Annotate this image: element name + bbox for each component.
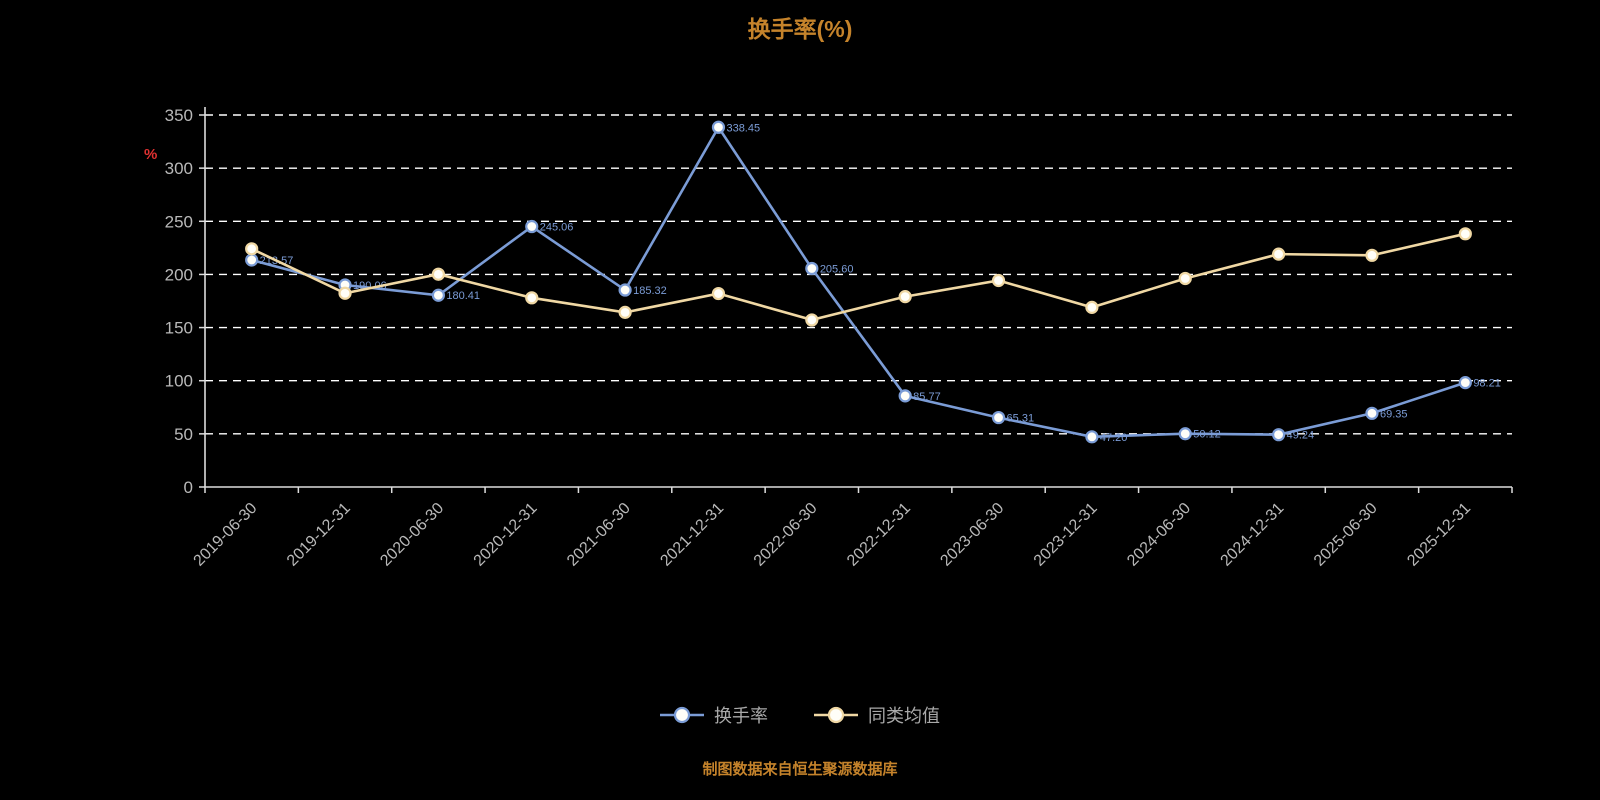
data-point bbox=[1085, 430, 1099, 444]
x-tick-label: 2022-12-31 bbox=[844, 500, 914, 570]
x-tick-label: 2024-06-30 bbox=[1124, 500, 1194, 570]
data-point bbox=[245, 253, 259, 267]
chart-title: 换手率(%) bbox=[747, 16, 853, 42]
series-line-0 bbox=[251, 124, 1466, 439]
point-label: 47.20 bbox=[1100, 432, 1128, 444]
data-point bbox=[1458, 376, 1472, 390]
x-tick-label: 2023-06-30 bbox=[937, 500, 1007, 570]
data-point bbox=[711, 286, 726, 301]
data-point bbox=[805, 261, 819, 276]
legend-label: 同类均值 bbox=[868, 706, 940, 726]
data-point bbox=[991, 410, 1006, 425]
data-point bbox=[1458, 227, 1472, 241]
point-label: 245.06 bbox=[540, 222, 574, 234]
y-tick-label: 150 bbox=[165, 319, 193, 338]
data-point bbox=[618, 305, 632, 319]
data-point bbox=[525, 291, 539, 305]
data-point bbox=[525, 219, 539, 234]
data-point bbox=[898, 389, 912, 403]
x-tick-label: 2020-06-30 bbox=[377, 500, 447, 570]
legend-item[interactable]: 换手率 bbox=[660, 702, 768, 728]
y-tick-label: 100 bbox=[165, 372, 193, 391]
data-point bbox=[1085, 300, 1099, 314]
point-label: 49.24 bbox=[1287, 430, 1315, 442]
x-tick-label: 2025-06-30 bbox=[1311, 500, 1381, 570]
legend-label: 换手率 bbox=[714, 706, 768, 726]
point-label: 50.12 bbox=[1193, 429, 1221, 441]
y-tick-label: 250 bbox=[165, 212, 193, 231]
data-point bbox=[1365, 406, 1379, 420]
point-label: 185.32 bbox=[633, 285, 667, 297]
x-tick-label: 2021-12-31 bbox=[657, 500, 727, 570]
data-point bbox=[338, 286, 352, 300]
x-tick-label: 2023-12-31 bbox=[1031, 500, 1101, 570]
point-label: 98.21 bbox=[1473, 378, 1501, 390]
point-label: 338.45 bbox=[726, 122, 760, 134]
y-tick-label: 50 bbox=[174, 425, 193, 444]
point-label: 85.77 bbox=[913, 391, 941, 403]
data-point bbox=[898, 290, 912, 304]
data-point bbox=[1178, 271, 1192, 286]
source-note: 制图数据来自恒生聚源数据库 bbox=[702, 761, 898, 778]
x-tick-label: 2021-06-30 bbox=[564, 500, 634, 570]
legend-marker-icon bbox=[660, 706, 704, 724]
y-tick-label: 0 bbox=[184, 478, 193, 497]
data-point bbox=[1178, 427, 1192, 441]
x-tick-label: 2025-12-31 bbox=[1404, 500, 1474, 570]
point-label: 180.41 bbox=[446, 290, 480, 302]
x-tick-label: 2019-06-30 bbox=[191, 500, 261, 570]
x-tick-label: 2024-12-31 bbox=[1218, 500, 1288, 570]
data-point bbox=[1365, 248, 1379, 262]
data-point bbox=[1272, 428, 1286, 442]
data-point bbox=[1272, 247, 1286, 261]
data-point bbox=[805, 313, 819, 327]
legend-item[interactable]: 同类均值 bbox=[814, 702, 940, 728]
data-point bbox=[991, 273, 1006, 288]
y-tick-label: 350 bbox=[165, 106, 193, 125]
x-tick-label: 2022-06-30 bbox=[751, 500, 821, 570]
data-point bbox=[711, 120, 726, 134]
data-point bbox=[245, 242, 259, 256]
y-tick-label: 300 bbox=[165, 159, 193, 178]
y-tick-label: 200 bbox=[165, 265, 193, 284]
data-point bbox=[431, 288, 445, 302]
data-point bbox=[431, 267, 445, 281]
point-label: 65.31 bbox=[1007, 413, 1035, 425]
series-line-1 bbox=[251, 232, 1466, 322]
y-axis-unit-label: % bbox=[144, 146, 158, 163]
point-label: 69.35 bbox=[1380, 408, 1408, 420]
x-tick-label: 2019-12-31 bbox=[284, 500, 354, 570]
x-tick-label: 2020-12-31 bbox=[471, 500, 541, 570]
point-label: 205.60 bbox=[820, 263, 854, 275]
legend-marker-icon bbox=[814, 706, 858, 724]
data-point bbox=[618, 283, 632, 297]
legend: 换手率 同类均值 bbox=[0, 702, 1600, 728]
